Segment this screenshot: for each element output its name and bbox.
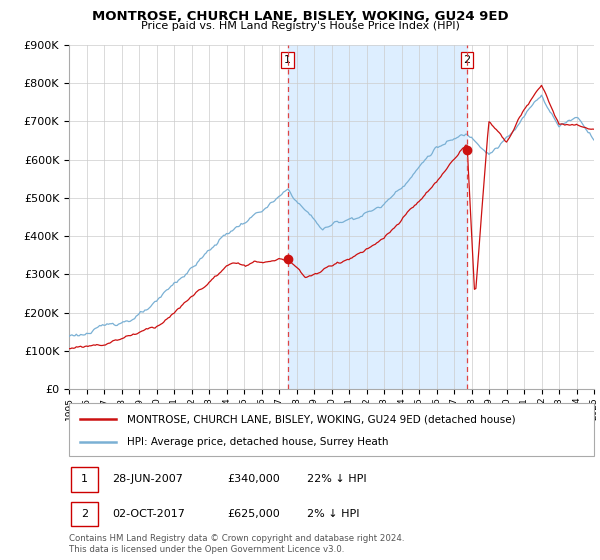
Text: HPI: Average price, detached house, Surrey Heath: HPI: Average price, detached house, Surr… [127, 436, 388, 446]
Text: £340,000: £340,000 [228, 474, 281, 484]
FancyBboxPatch shape [71, 502, 98, 526]
FancyBboxPatch shape [71, 467, 98, 492]
Text: Price paid vs. HM Land Registry's House Price Index (HPI): Price paid vs. HM Land Registry's House … [140, 21, 460, 31]
Bar [288, 45, 467, 389]
Text: MONTROSE, CHURCH LANE, BISLEY, WOKING, GU24 9ED (detached house): MONTROSE, CHURCH LANE, BISLEY, WOKING, G… [127, 414, 515, 424]
Text: Contains HM Land Registry data © Crown copyright and database right 2024.
This d: Contains HM Land Registry data © Crown c… [69, 534, 404, 554]
Text: 2: 2 [81, 509, 88, 519]
FancyBboxPatch shape [69, 403, 594, 456]
Text: 28-JUN-2007: 28-JUN-2007 [112, 474, 184, 484]
Text: 2: 2 [464, 55, 470, 65]
Text: £625,000: £625,000 [228, 509, 281, 519]
Text: MONTROSE, CHURCH LANE, BISLEY, WOKING, GU24 9ED: MONTROSE, CHURCH LANE, BISLEY, WOKING, G… [92, 10, 508, 22]
Text: 22% ↓ HPI: 22% ↓ HPI [307, 474, 367, 484]
Text: 1: 1 [284, 55, 291, 65]
Text: 02-OCT-2017: 02-OCT-2017 [112, 509, 185, 519]
Text: 1: 1 [81, 474, 88, 484]
Text: 2% ↓ HPI: 2% ↓ HPI [307, 509, 359, 519]
